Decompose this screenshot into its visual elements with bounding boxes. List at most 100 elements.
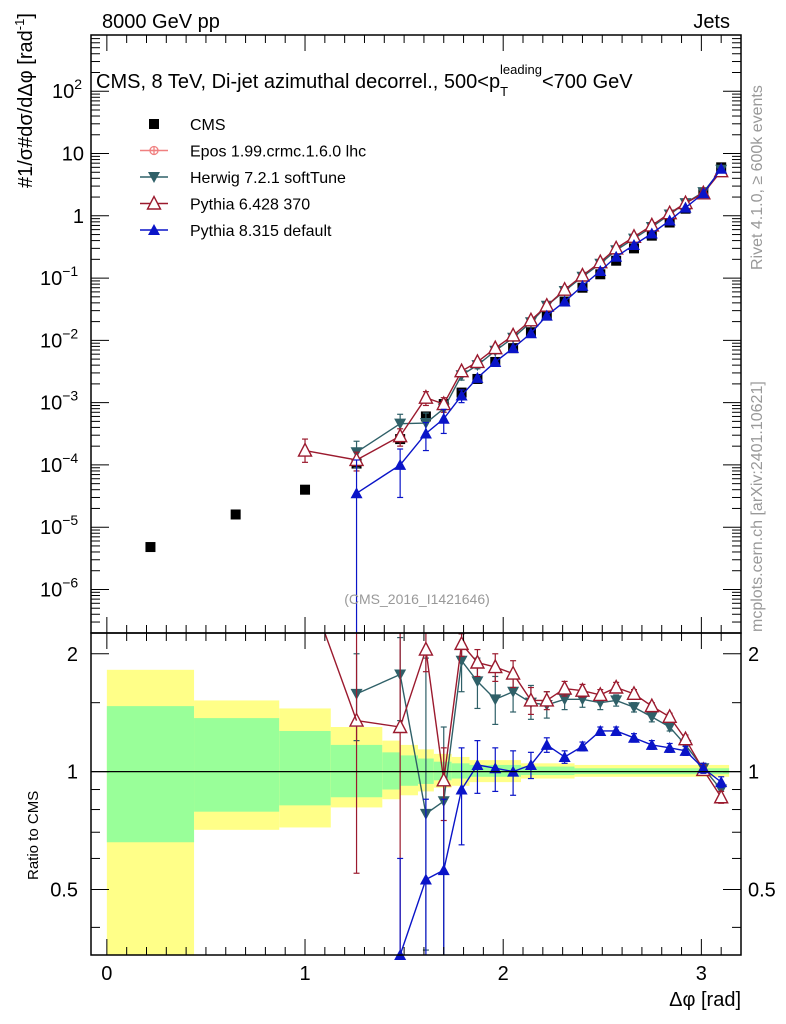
ratio-point-p8: [679, 744, 692, 756]
data-point-p8: [419, 427, 432, 439]
mcplots-label: mcplots.cern.ch [arXiv:2401.10621]: [749, 381, 766, 632]
ratio-point-p8: [697, 762, 710, 774]
legend-marker-p6: [146, 194, 162, 210]
main-panel-data: [145, 162, 729, 633]
ratio-point-p6: [539, 691, 555, 707]
ratio-point-p6: [523, 691, 539, 707]
y-tick-label: 102: [52, 76, 82, 103]
ratio-point-p8: [489, 762, 502, 774]
y-axis-label: #1/σ#dσ/dΔφ [rad-1]: [12, 13, 37, 188]
ratio-point-herwig: [558, 694, 571, 706]
rivet-label: Rivet 4.1.0, ≥ 600k events: [749, 85, 766, 270]
ratio-point-p6: [713, 788, 729, 804]
ratio-point-p6: [436, 771, 452, 787]
y-tick-label: 10−1: [40, 263, 78, 290]
band-inner-0: [106, 706, 195, 843]
ratio-point-p8: [594, 724, 607, 736]
energy-label: 8000 GeV pp: [102, 11, 220, 33]
data-point-cms: [230, 509, 241, 520]
ratio-point-p8: [471, 758, 484, 770]
data-point-p8: [507, 342, 520, 354]
ratio-point-herwig: [610, 695, 623, 707]
y-tick-label: 10−5: [40, 512, 78, 539]
y-tick-label: 10: [62, 144, 84, 166]
ratio-tick-label-left: 2: [67, 644, 78, 666]
data-point-p8: [715, 162, 728, 174]
band-inner-8: [451, 763, 470, 779]
ratio-point-p8: [576, 740, 589, 752]
data-point-p8: [455, 389, 468, 401]
category-label: Jets: [693, 11, 730, 33]
data-point-p6: [297, 442, 313, 457]
y-tick-label: 10−4: [40, 450, 78, 477]
ratio-point-p6: [662, 708, 678, 724]
ratio-point-p8: [645, 738, 658, 750]
data-point-p6: [469, 353, 486, 369]
ratio-point-p8: [663, 741, 676, 753]
ratio-point-p6: [608, 678, 624, 694]
y-tick-label: 10−2: [40, 325, 78, 352]
title-superscript: leading: [500, 62, 542, 77]
y-axis-label-main: #1/σ#dσ/dΔφ [rad: [15, 30, 37, 188]
ratio-point-herwig: [645, 711, 658, 723]
ratio-point-p6: [505, 665, 521, 680]
data-point-p6: [487, 339, 503, 355]
x-tick-label: 3: [696, 963, 707, 985]
data-point-cms: [300, 484, 311, 495]
data-point-p8: [558, 295, 571, 307]
data-point-p8: [697, 187, 710, 199]
ratio-point-p8: [715, 776, 728, 788]
ratio-point-p6: [392, 718, 408, 734]
legend-label-herwig: Herwig 7.2.1 softTune: [190, 170, 346, 187]
axis-ticks: 0 1 2 3 102 10 1 10−1 10−2 10−3 10−4 10−5 10−6 0.5 0.5…: [40, 34, 776, 985]
legend: CMS Epos 1.99.crmc.1.6.0 lhc Herwig 7.2.1 …: [140, 117, 366, 240]
ratio-point-p6: [556, 680, 573, 695]
legend-marker-epos: [149, 145, 159, 156]
band-inner-10: [521, 766, 575, 776]
y-tick-label: 10−3: [40, 388, 78, 415]
x-tick-label: 1: [299, 963, 310, 985]
data-point-herwig: [394, 418, 407, 430]
y-tick-label: 10−6: [40, 574, 78, 601]
ratio-point-herwig: [471, 676, 484, 688]
title-main: CMS, 8 TeV, Di-jet azimuthal decorrel., …: [96, 71, 500, 93]
data-point-p8: [610, 250, 623, 262]
ratio-point-p6: [487, 658, 503, 674]
x-axis-label: Δφ [rad]: [669, 989, 741, 1011]
data-point-cms: [145, 542, 156, 553]
ratio-point-p8: [419, 873, 432, 885]
data-point-p6: [392, 427, 408, 443]
title-subscript: T: [500, 84, 508, 99]
legend-marker-herwig: [148, 172, 160, 183]
data-point-p8: [663, 214, 676, 226]
ratio-point-herwig: [455, 655, 468, 667]
data-point-p8: [594, 264, 607, 276]
data-point-p8: [437, 412, 450, 424]
ratio-point-p8: [437, 864, 450, 876]
ratio-series-p8: [394, 724, 728, 960]
data-point-p8: [471, 371, 484, 383]
data-point-p6: [418, 389, 434, 404]
data-point-p8: [679, 201, 692, 213]
ratio-point-p6: [592, 686, 608, 702]
ratio-tick-label-right: 1: [748, 762, 759, 784]
ratio-point-p8: [558, 750, 571, 762]
legend-label-p6: Pythia 6.428 370: [190, 197, 310, 214]
ratio-point-p6: [677, 730, 694, 746]
data-point-p8: [645, 227, 658, 239]
chart-title: CMS, 8 TeV, Di-jet azimuthal decorrel., …: [96, 62, 633, 99]
ratio-point-p6: [418, 641, 434, 656]
data-point-p8: [576, 279, 589, 291]
ratio-point-herwig: [489, 694, 502, 706]
x-tick-label: 0: [101, 963, 112, 985]
ratio-tick-label-right: 0.5: [748, 879, 776, 901]
ratio-tick-label-left: 1: [67, 762, 78, 784]
ratio-point-p8: [610, 724, 623, 736]
data-point-p8: [350, 487, 363, 499]
data-point-p8: [489, 355, 502, 367]
ratio-point-p6: [453, 635, 470, 651]
ratio-tick-label-left: 0.5: [50, 879, 78, 901]
ratio-point-p6: [626, 685, 642, 701]
data-point-p6: [505, 326, 521, 342]
band-inner-2: [279, 730, 331, 806]
